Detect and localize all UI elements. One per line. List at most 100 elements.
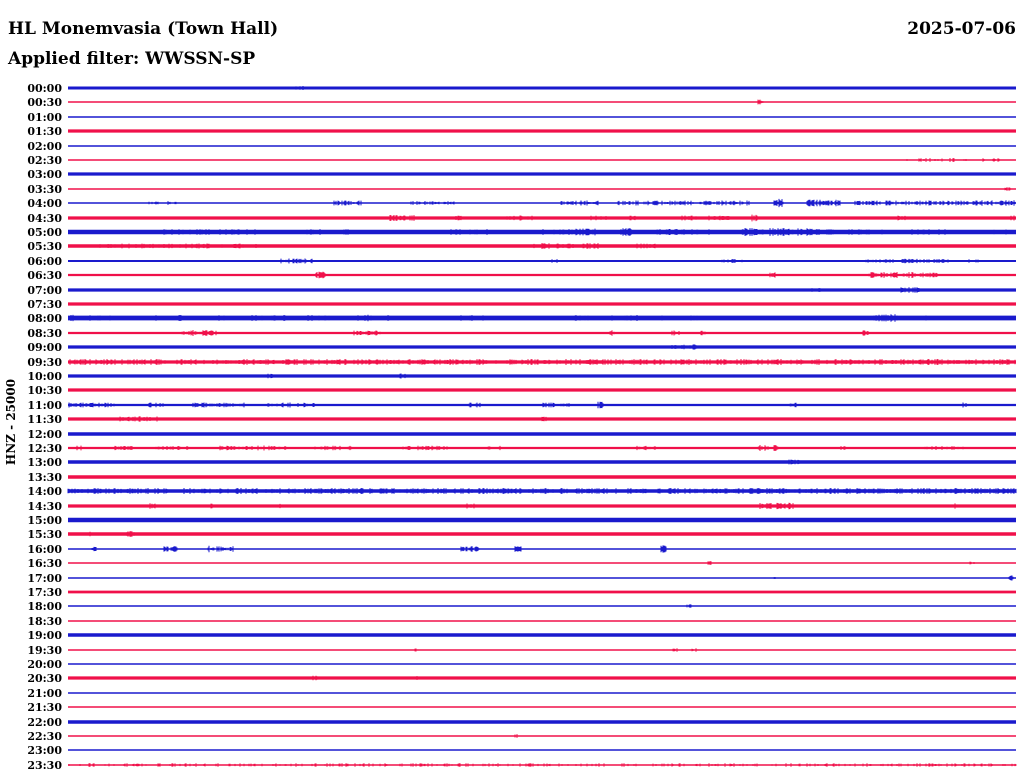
time-label: 06:00 [27,255,62,268]
trace-row-09:30: 09:30 [27,356,1016,369]
time-label: 09:30 [27,356,62,369]
trace-row-08:00: 08:00 [27,312,1016,325]
station-title: HL Monemvasia (Town Hall) [8,19,279,39]
trace-noise [295,86,344,90]
time-label: 01:00 [27,111,62,124]
trace-row-14:30: 14:30 [27,500,1016,513]
trace-noise [707,561,975,565]
time-label: 03:30 [27,183,62,196]
trace-row-04:00: 04:00 [27,197,1016,210]
trace-noise [788,459,800,465]
trace-noise [773,575,1014,581]
time-label: 00:30 [27,96,62,109]
trace-row-22:30: 22:30 [27,730,1016,743]
trace-noise [757,99,764,105]
trace-row-21:00: 21:00 [27,687,1016,700]
trace-noise [143,502,957,510]
time-label: 18:00 [27,600,62,613]
trace-row-21:30: 21:30 [27,701,1016,714]
trace-row-16:30: 16:30 [27,557,1016,570]
trace-row-07:00: 07:00 [27,284,1016,297]
time-label: 06:30 [27,269,62,282]
trace-row-15:30: 15:30 [27,528,1016,541]
time-label: 02:00 [27,140,62,153]
trace-row-18:00: 18:00 [27,600,1016,613]
trace-noise [91,545,667,553]
trace-noise [68,401,967,409]
trace-row-13:00: 13:00 [27,456,1016,469]
trace-row-11:30: 11:30 [27,413,1016,426]
trace-row-05:30: 05:30 [27,240,1016,253]
time-label: 09:00 [27,341,62,354]
time-label: 20:30 [27,672,62,685]
time-label: 23:30 [27,759,62,772]
trace-noise [1004,187,1011,191]
trace-row-23:30: 23:30 [27,759,1017,772]
trace-noise [669,344,697,350]
trace-row-03:00: 03:00 [27,168,1016,181]
trace-row-04:30: 04:30 [27,212,1016,225]
trace-noise [67,488,1017,494]
trace-row-10:00: 10:00 [27,370,1016,383]
time-label: 04:30 [27,212,62,225]
trace-row-17:30: 17:30 [27,586,1016,599]
trace-noise [68,763,1017,767]
time-label: 11:00 [27,399,62,412]
trace-noise [119,416,548,422]
time-label: 04:00 [27,197,62,210]
trace-row-11:00: 11:00 [27,399,1016,412]
trace-row-02:30: 02:30 [27,154,1016,167]
trace-row-09:00: 09:00 [27,341,1016,354]
time-label: 16:30 [27,557,62,570]
trace-row-19:30: 19:30 [27,644,1016,657]
trace-row-13:30: 13:30 [27,471,1016,484]
time-label: 22:00 [27,716,62,729]
date-label: 2025-07-06 [907,19,1016,39]
trace-noise [242,302,247,306]
time-label: 13:00 [27,456,62,469]
trace-row-12:00: 12:00 [27,428,1016,441]
time-label: 05:30 [27,240,62,253]
trace-row-06:30: 06:30 [27,269,1016,282]
trace-row-14:00: 14:00 [27,485,1017,498]
trace-row-20:30: 20:30 [27,672,1016,685]
trace-row-10:30: 10:30 [27,384,1016,397]
time-label: 05:00 [27,226,62,239]
trace-noise [163,228,1007,236]
trace-row-06:00: 06:00 [27,255,1016,268]
trace-row-23:00: 23:00 [27,744,1016,757]
time-label: 22:30 [27,730,62,743]
trace-noise [514,734,518,738]
time-label: 14:00 [27,485,62,498]
trace-noise [76,445,972,451]
trace-row-07:30: 07:30 [27,298,1016,311]
trace-noise [806,287,921,293]
time-label: 12:00 [27,428,62,441]
trace-row-12:30: 12:30 [27,442,1016,455]
time-label: 08:30 [27,327,62,340]
time-label: 17:00 [27,572,62,585]
time-label: 20:00 [27,658,62,671]
trace-row-16:00: 16:00 [27,543,1016,556]
time-label: 23:00 [27,744,62,757]
trace-row-02:00: 02:00 [27,140,1016,153]
time-label: 15:00 [27,514,62,527]
trace-noise [69,359,1016,365]
time-label: 15:30 [27,528,62,541]
trace-row-19:00: 19:00 [27,629,1016,642]
trace-row-00:30: 00:30 [27,96,1016,109]
trace-noise [266,373,738,379]
trace-row-05:00: 05:00 [27,226,1016,239]
time-label: 21:30 [27,701,62,714]
time-label: 19:30 [27,644,62,657]
trace-noise [148,198,1016,208]
time-label: 02:30 [27,154,62,167]
trace-row-00:00: 00:00 [27,82,1016,95]
time-label: 10:00 [27,370,62,383]
trace-row-20:00: 20:00 [27,658,1016,671]
time-label: 01:30 [27,125,62,138]
trace-noise [86,531,135,537]
time-label: 08:00 [27,312,62,325]
